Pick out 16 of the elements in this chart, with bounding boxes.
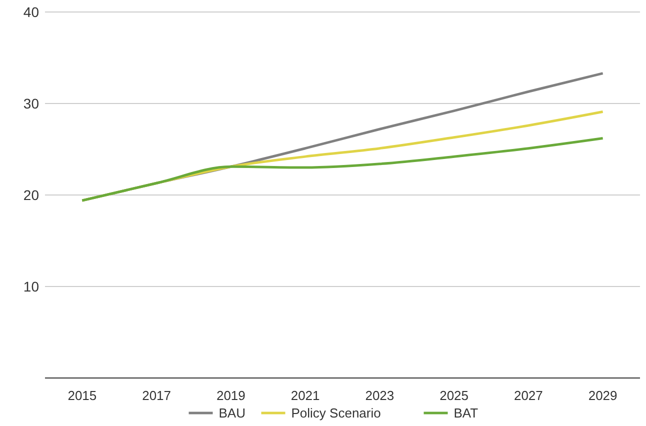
legend-label: BAU bbox=[218, 406, 246, 421]
y-tick-label: 10 bbox=[23, 278, 40, 294]
x-tick-label: 2019 bbox=[216, 388, 246, 403]
y-tick-label: 30 bbox=[23, 95, 40, 112]
line-series bbox=[80, 137, 604, 202]
x-tick-label: 2017 bbox=[142, 388, 172, 403]
x-tick-label: 2029 bbox=[588, 388, 618, 403]
legend-label: BAT bbox=[454, 406, 478, 421]
x-tick-label: 2025 bbox=[440, 388, 469, 403]
x-tick-label: 2021 bbox=[290, 388, 320, 403]
x-tick-label: 2027 bbox=[514, 388, 543, 403]
legend-label: Policy Scenario bbox=[291, 406, 381, 421]
x-tick-label: 2023 bbox=[365, 388, 394, 403]
x-tick-label: 2015 bbox=[68, 388, 97, 403]
y-tick-label: 40 bbox=[23, 4, 40, 20]
y-tick-label: 20 bbox=[23, 186, 40, 203]
